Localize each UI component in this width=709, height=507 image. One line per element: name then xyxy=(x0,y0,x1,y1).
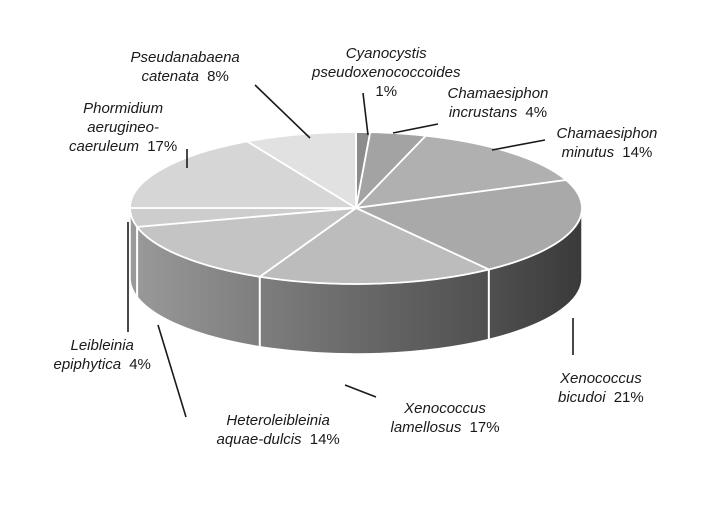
slice-name: Xenococcus xyxy=(404,400,486,417)
pie-slices xyxy=(129,131,583,285)
leader-line-8 xyxy=(254,84,311,139)
slice-name: incrustans xyxy=(448,104,518,121)
slice-name: caeruleum xyxy=(69,138,140,155)
slice-label-2: Chamaesiphon minutus 14% xyxy=(557,124,658,162)
slice-percent: 17% xyxy=(465,419,500,436)
pie-slice-5 xyxy=(136,207,357,278)
slice-name: Cyanocystis xyxy=(345,45,427,62)
leader-line-0 xyxy=(362,92,369,136)
leader-lines xyxy=(127,84,574,418)
slice-name: Heteroleibleinia xyxy=(226,412,330,429)
slice-name: Leibleinia xyxy=(70,337,134,354)
slice-label-8: Pseudanabaena catenata 8% xyxy=(131,48,240,86)
slice-percent: 21% xyxy=(609,389,644,406)
leader-line-5 xyxy=(157,324,187,418)
slice-name: Chamaesiphon xyxy=(447,85,549,102)
slice-percent: 4% xyxy=(125,356,151,373)
slice-name: Phormidium xyxy=(83,100,164,117)
slice-name: Xenococcus xyxy=(560,370,642,387)
slice-name: aquae-dulcis xyxy=(216,431,302,448)
slice-name: bicudoi xyxy=(558,389,606,406)
slice-label-3: Xenococcus bicudoi 21% xyxy=(558,369,644,407)
slice-name: catenata xyxy=(141,68,199,85)
slice-name: minutus xyxy=(561,144,615,161)
leader-line-2 xyxy=(491,139,546,151)
slice-label-1: Chamaesiphon incrustans 4% xyxy=(448,84,549,122)
slice-name: aerugineo- xyxy=(87,119,159,136)
slice-name: epiphytica xyxy=(53,356,122,373)
slice-label-4: Xenococcus lamellosus 17% xyxy=(391,399,500,437)
pie-slice-4 xyxy=(258,207,490,285)
pie-slice-3 xyxy=(355,179,583,271)
slice-percent: 4% xyxy=(521,104,548,121)
slice-label-7: Phormidium aerugineo-caeruleum 17% xyxy=(69,99,177,156)
pie-slice-2 xyxy=(355,134,568,209)
leader-line-4 xyxy=(344,384,377,398)
slice-percent: 17% xyxy=(143,138,178,155)
slice-name: Chamaesiphon xyxy=(556,125,658,142)
slice-percent: 14% xyxy=(618,144,653,161)
slice-label-6: Leibleinia epiphytica 4% xyxy=(54,336,151,374)
slice-percent: 8% xyxy=(202,68,229,85)
slice-percent: 14% xyxy=(305,431,340,448)
slice-label-0: Cyanocystis pseudoxenococcoides 1% xyxy=(312,44,460,101)
slice-percent: 1% xyxy=(375,83,398,100)
slice-name: pseudoxenococcoides xyxy=(312,64,461,81)
slice-label-5: Heteroleibleinia aquae-dulcis 14% xyxy=(217,411,340,449)
leader-line-1 xyxy=(392,123,439,134)
pie-slice-8 xyxy=(246,131,357,209)
slice-name: Pseudanabaena xyxy=(130,49,240,66)
slice-name: lamellosus xyxy=(390,419,462,436)
